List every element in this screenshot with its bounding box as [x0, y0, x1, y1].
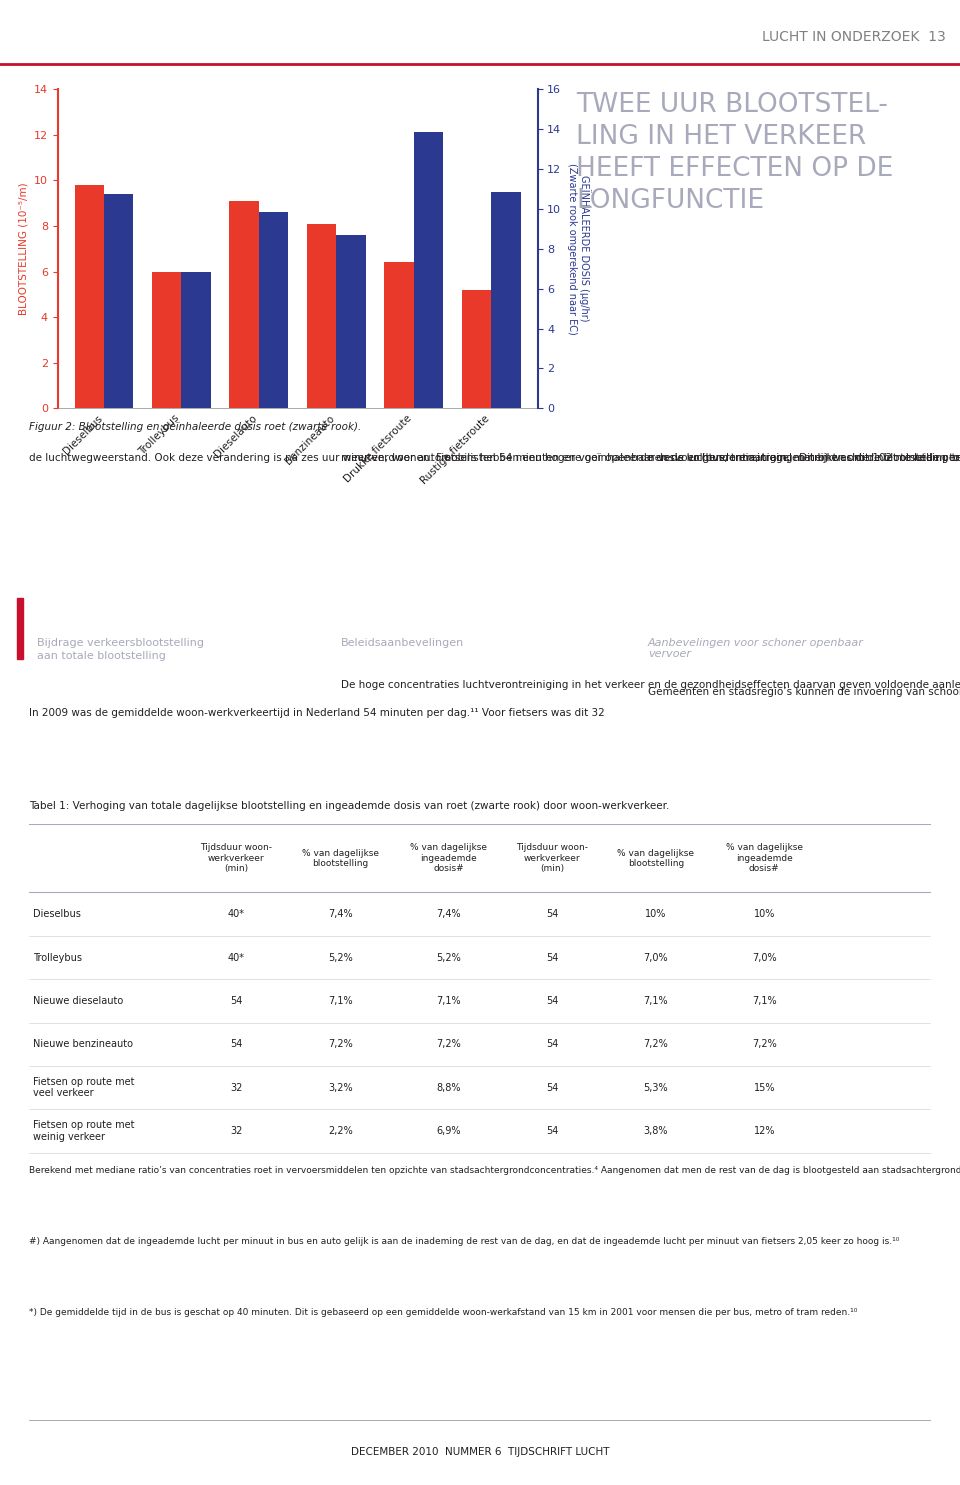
- Text: Beleidsaanbevelingen: Beleidsaanbevelingen: [341, 639, 464, 647]
- Text: % van dagelijkse
blootstelling: % van dagelijkse blootstelling: [617, 848, 694, 869]
- Text: Dieselbus: Dieselbus: [34, 909, 82, 919]
- Text: Gemeenten en stadsregio’s kunnen de invoering van schoon openbaar vervoer stimul: Gemeenten en stadsregio’s kunnen de invo…: [648, 686, 960, 696]
- Text: 5,2%: 5,2%: [327, 952, 352, 962]
- Text: Fietsen op route met
veel verkeer: Fietsen op route met veel verkeer: [34, 1077, 134, 1099]
- Text: % van dagelijkse
blootstelling: % van dagelijkse blootstelling: [301, 848, 378, 869]
- Bar: [492, 192, 520, 408]
- Text: 8,8%: 8,8%: [436, 1083, 461, 1093]
- Text: Fietsen op route met
weinig verkeer: Fietsen op route met weinig verkeer: [34, 1120, 134, 1142]
- Text: Aanbevelingen voor schoner openbaar
vervoer: Aanbevelingen voor schoner openbaar verv…: [648, 639, 864, 659]
- Text: 10%: 10%: [754, 909, 775, 919]
- Text: Nieuwe benzineauto: Nieuwe benzineauto: [34, 1040, 133, 1050]
- Text: 32: 32: [230, 1083, 243, 1093]
- Text: 2,2%: 2,2%: [327, 1126, 352, 1136]
- Text: 7,1%: 7,1%: [327, 996, 352, 1005]
- Text: % van dagelijkse
ingeademde
dosis#: % van dagelijkse ingeademde dosis#: [410, 843, 487, 873]
- Text: LUCHT IN ONDERZOEK  13: LUCHT IN ONDERZOEK 13: [762, 30, 946, 45]
- Bar: [384, 263, 414, 408]
- Text: 54: 54: [546, 1083, 559, 1093]
- Bar: [336, 235, 366, 408]
- Text: In 2009 was de gemiddelde woon-werkverkeertijd in Nederland 54 minuten per dag.¹: In 2009 was de gemiddelde woon-werkverke…: [29, 708, 605, 717]
- Y-axis label: BLOOTSTELLING (10⁻⁵/m): BLOOTSTELLING (10⁻⁵/m): [18, 183, 28, 315]
- Text: Bijdrage verkeersblootstelling
aan totale blootstelling: Bijdrage verkeersblootstelling aan total…: [37, 639, 204, 661]
- Text: 5,3%: 5,3%: [643, 1083, 668, 1093]
- Bar: [462, 290, 492, 408]
- Text: Tijdsduur woon-
werkverkeer
(min): Tijdsduur woon- werkverkeer (min): [516, 843, 588, 873]
- Text: 32: 32: [230, 1126, 243, 1136]
- Text: 54: 54: [546, 996, 559, 1005]
- Text: 7,2%: 7,2%: [643, 1040, 668, 1050]
- Text: 7,0%: 7,0%: [643, 952, 668, 962]
- Text: 54: 54: [230, 996, 243, 1005]
- Text: 54: 54: [546, 909, 559, 919]
- Text: 54: 54: [230, 1040, 243, 1050]
- Text: 7,2%: 7,2%: [327, 1040, 352, 1050]
- Bar: [259, 212, 288, 408]
- Text: #) Aangenomen dat de ingeademde lucht per minuut in bus en auto gelijk is aan de: #) Aangenomen dat de ingeademde lucht pe…: [29, 1237, 900, 1246]
- Text: 7,4%: 7,4%: [327, 909, 352, 919]
- Text: nen de volgende maatregelen nemen om de blootstelling te verminderen.: nen de volgende maatregelen nemen om de …: [648, 453, 960, 463]
- Text: 7,4%: 7,4%: [436, 909, 461, 919]
- Bar: [75, 184, 104, 408]
- Text: 7,0%: 7,0%: [752, 952, 777, 962]
- Text: Berekend met mediane ratio’s van concentraties roet in vervoersmiddelen ten opzi: Berekend met mediane ratio’s van concent…: [29, 1166, 960, 1175]
- Text: % van dagelijkse
ingeademde
dosis#: % van dagelijkse ingeademde dosis#: [726, 843, 803, 873]
- Y-axis label: GEÏNHALEERDE DOSIS (µg/hr)
(Zwarte rook omgerekend naar EC): GEÏNHALEERDE DOSIS (µg/hr) (Zwarte rook …: [567, 163, 590, 334]
- Text: 40*: 40*: [228, 952, 245, 962]
- Text: Figuur 2: Blootstelling en geïnhaleerde dosis roet (zwarte rook).: Figuur 2: Blootstelling en geïnhaleerde …: [29, 422, 361, 432]
- Bar: [152, 272, 181, 408]
- Text: minuten, voor automobilisten 54 minuten en voor openbaar vervoer (bus, trein, tr: minuten, voor automobilisten 54 minuten …: [341, 453, 960, 463]
- Text: 12%: 12%: [754, 1126, 775, 1136]
- Text: 15%: 15%: [754, 1083, 775, 1093]
- Text: Tijdsduur woon-
werkverkeer
(min): Tijdsduur woon- werkverkeer (min): [201, 843, 273, 873]
- Text: Tabel 1: Verhoging van totale dagelijkse blootstelling en ingeademde dosis van r: Tabel 1: Verhoging van totale dagelijkse…: [29, 800, 669, 811]
- Text: 3,8%: 3,8%: [644, 1126, 668, 1136]
- Text: 54: 54: [546, 1126, 559, 1136]
- Text: 54: 54: [546, 952, 559, 962]
- Text: Nieuwe dieselauto: Nieuwe dieselauto: [34, 996, 124, 1005]
- Bar: [17, 598, 23, 659]
- Bar: [229, 200, 259, 408]
- Text: DECEMBER 2010  NUMMER 6  TIJDSCHRIFT LUCHT: DECEMBER 2010 NUMMER 6 TIJDSCHRIFT LUCHT: [350, 1448, 610, 1457]
- Text: 7,1%: 7,1%: [752, 996, 777, 1005]
- Text: 7,2%: 7,2%: [436, 1040, 461, 1050]
- Text: 5,2%: 5,2%: [436, 952, 461, 962]
- Text: 3,2%: 3,2%: [327, 1083, 352, 1093]
- Text: TWEE UUR BLOOTSTEL-
LING IN HET VERKEER
HEEFT EFFECTEN OP DE
LONGFUNCTIE: TWEE UUR BLOOTSTEL- LING IN HET VERKEER …: [576, 92, 893, 214]
- Text: De hoge concentraties luchtverontreiniging in het verkeer en de gezondheidseffec: De hoge concentraties luchtverontreinigi…: [341, 680, 960, 689]
- Bar: [307, 224, 336, 408]
- Text: 6,9%: 6,9%: [436, 1126, 461, 1136]
- Text: 10%: 10%: [645, 909, 666, 919]
- Text: de luchtwegweerstand. Ook deze verandering is na zes uur weer verdwenen. Fietser: de luchtwegweerstand. Ook deze veranderi…: [29, 453, 960, 463]
- Bar: [104, 195, 133, 408]
- Text: *) De gemiddelde tijd in de bus is geschat op 40 minuten. Dit is gebaseerd op ee: *) De gemiddelde tijd in de bus is gesch…: [29, 1308, 857, 1317]
- Text: 40*: 40*: [228, 909, 245, 919]
- Text: 7,1%: 7,1%: [643, 996, 668, 1005]
- Text: Trolleybus: Trolleybus: [34, 952, 83, 962]
- Bar: [414, 132, 444, 408]
- Text: 54: 54: [546, 1040, 559, 1050]
- Text: 7,1%: 7,1%: [436, 996, 461, 1005]
- Bar: [181, 272, 211, 408]
- Text: 7,2%: 7,2%: [752, 1040, 777, 1050]
